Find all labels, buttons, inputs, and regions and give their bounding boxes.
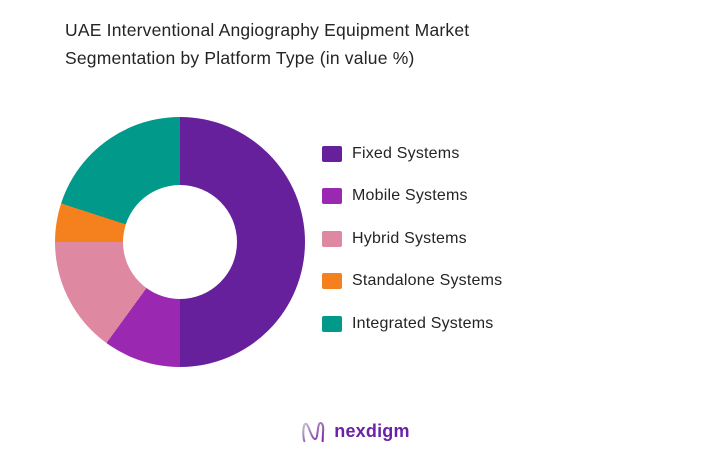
legend-item-standalone-systems: Standalone Systems — [322, 272, 503, 290]
chart-title-line-1: UAE Interventional Angiography Equipment… — [65, 20, 470, 40]
legend-item-hybrid-systems: Hybrid Systems — [322, 230, 502, 247]
legend-label: Integrated Systems — [352, 314, 494, 332]
donut-chart — [55, 117, 305, 367]
nexdigm-brand-logo: nexdigm — [0, 414, 710, 448]
chart-title: UAE Interventional Angiography Equipment… — [65, 17, 565, 72]
legend-swatch-hybrid-systems — [322, 230, 342, 247]
nexdigm-wave-icon — [302, 421, 325, 442]
legend-swatch-fixed-systems — [322, 145, 342, 162]
legend-label: Mobile Systems — [352, 187, 468, 204]
brand-name: nexdigm — [334, 420, 410, 441]
legend-swatch-mobile-systems — [322, 188, 342, 204]
donut-hole — [123, 185, 237, 299]
chart-title-line-2: Segmentation by Platform Type (in value … — [65, 47, 415, 68]
legend-swatch-integrated-systems — [322, 315, 342, 332]
legend-label: Standalone Systems — [352, 272, 503, 289]
legend-swatch-standalone-systems — [322, 273, 342, 289]
chart-legend: Fixed Systems Mobile Systems Hybrid Syst… — [322, 145, 502, 358]
legend-label: Fixed Systems — [352, 144, 460, 162]
legend-label: Hybrid Systems — [352, 229, 467, 247]
legend-item-fixed-systems: Fixed Systems — [322, 145, 502, 162]
legend-item-mobile-systems: Mobile Systems — [322, 187, 502, 205]
legend-item-integrated-systems: Integrated Systems — [322, 315, 502, 332]
